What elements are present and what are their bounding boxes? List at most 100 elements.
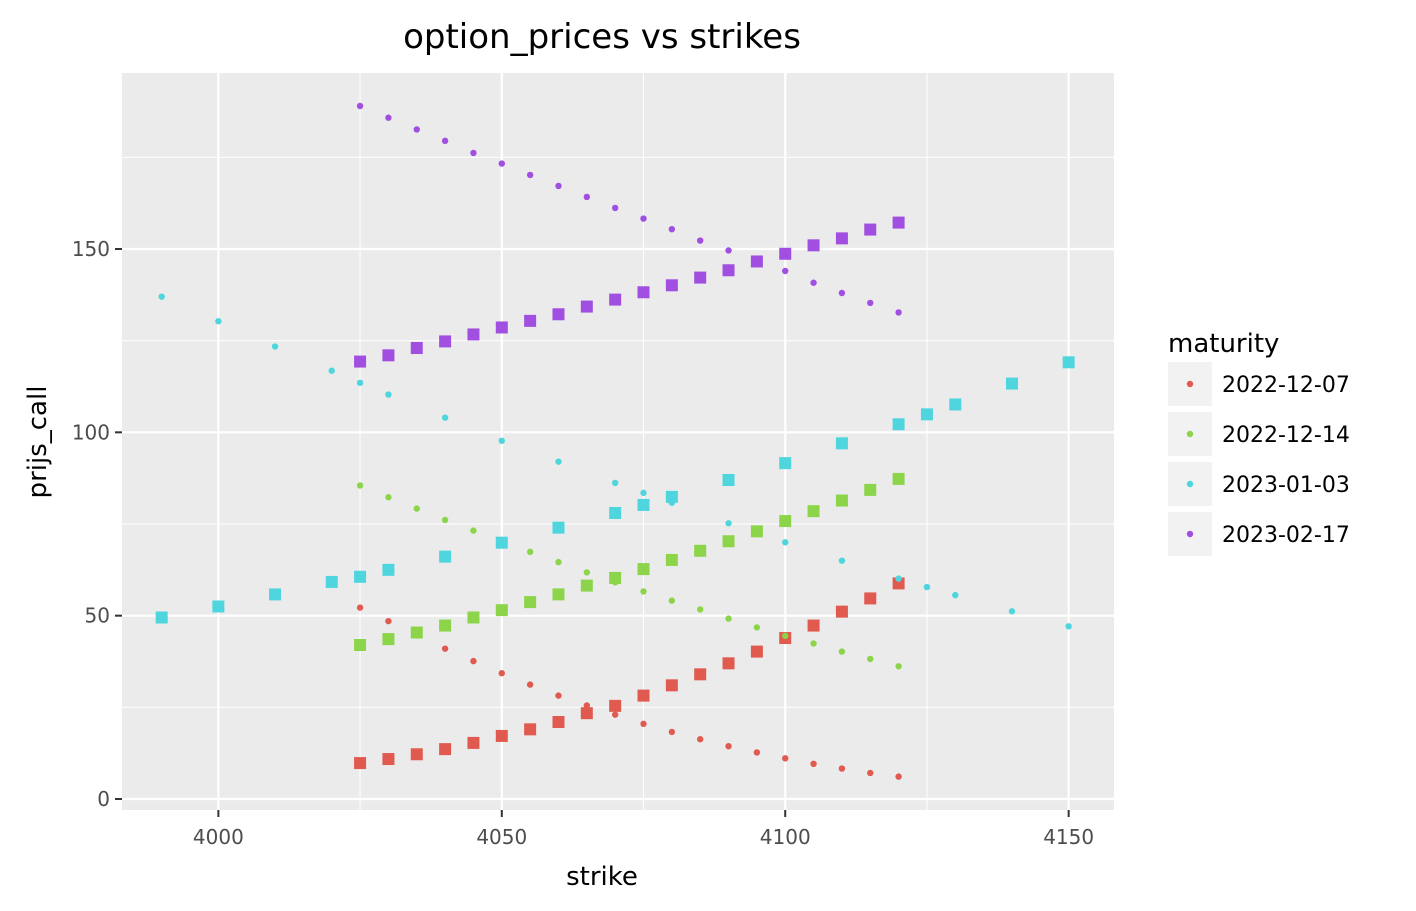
x-axis: 4000 4050 4100 4150 (193, 810, 1094, 849)
circle-point (385, 391, 392, 398)
circle-point (640, 215, 647, 222)
square-point (609, 507, 622, 519)
circle-point (328, 367, 335, 374)
series-2022-12-07-square (354, 577, 905, 770)
square-point (807, 619, 820, 632)
circle-point (696, 736, 704, 743)
circle-point (867, 299, 874, 307)
square-point (552, 521, 565, 534)
x-tick-label: 4050 (476, 825, 527, 849)
square-point (552, 588, 565, 601)
circle-point (782, 755, 789, 762)
circle-point (526, 681, 534, 688)
square-point (722, 474, 735, 486)
square-point (750, 525, 763, 538)
circle-point (753, 749, 761, 756)
square-point (524, 723, 537, 736)
square-point (552, 308, 565, 321)
square-point (410, 748, 423, 761)
square-point (892, 577, 905, 590)
square-point (920, 408, 933, 421)
square-point (439, 619, 452, 632)
square-point (382, 563, 395, 576)
square-point (382, 753, 395, 766)
square-point (835, 494, 848, 507)
legend-item: 2022-12-14 (1168, 412, 1350, 456)
circle-point (838, 289, 846, 297)
y-tick-label: 50 (85, 604, 110, 628)
circle-point (356, 102, 364, 110)
grid-major (122, 73, 1114, 810)
square-point (212, 600, 225, 613)
square-point (864, 592, 877, 605)
square-point (495, 604, 508, 617)
square-point (694, 668, 707, 681)
square-point (750, 645, 763, 658)
square-point (779, 515, 792, 528)
circle-point (526, 548, 534, 556)
circle-point (271, 343, 279, 350)
circle-point (611, 204, 619, 212)
square-point (637, 689, 650, 702)
circle-point (696, 606, 704, 613)
square-point (637, 498, 650, 511)
legend-label: 2023-02-17 (1222, 523, 1350, 548)
square-point (722, 657, 735, 670)
circle-point (356, 379, 364, 387)
circle-point (838, 648, 846, 655)
circle-point (555, 458, 562, 465)
circle-point (413, 505, 420, 512)
circle-point (413, 126, 420, 133)
circle-point (526, 171, 534, 179)
square-point (750, 255, 763, 268)
circle-point (895, 309, 902, 316)
circle-point (470, 527, 477, 534)
circle-point (441, 516, 449, 524)
square-point (382, 349, 395, 362)
square-point (325, 575, 338, 588)
circle-point (725, 743, 732, 750)
square-point (665, 679, 678, 692)
square-point (382, 633, 395, 646)
square-point (665, 279, 678, 292)
circle-point (668, 728, 676, 736)
circle-point (640, 720, 647, 728)
circle-point (1065, 623, 1072, 630)
square-point (439, 743, 452, 756)
x-tick-label: 4000 (193, 825, 244, 849)
circle-point (555, 182, 562, 190)
square-point (354, 355, 367, 368)
plot-panel (122, 73, 1114, 810)
square-point (410, 342, 423, 354)
circle-point (668, 226, 676, 233)
circle-point (838, 557, 846, 564)
square-point (637, 563, 650, 576)
square-point (835, 437, 848, 450)
legend-item: 2023-02-17 (1168, 512, 1350, 556)
y-tick-label: 0 (97, 787, 110, 811)
circle-point (385, 617, 392, 625)
circle-point (952, 591, 959, 599)
circle-point (385, 114, 392, 121)
square-point (835, 232, 848, 245)
circle-point (611, 711, 619, 718)
square-point (807, 239, 820, 252)
circle-point (810, 279, 817, 286)
square-point (609, 699, 622, 712)
circle-point (640, 489, 647, 497)
circle-point (441, 645, 449, 652)
circle-point (923, 583, 931, 591)
grid-minor (122, 73, 1114, 810)
circle-point (668, 597, 676, 604)
legend-marker (1186, 530, 1194, 538)
y-axis: 0 50 100 150 (72, 237, 122, 811)
square-point (524, 314, 537, 327)
circle-point (782, 539, 789, 546)
circle-point (696, 237, 704, 244)
circle-point (838, 765, 846, 772)
circle-point (470, 657, 477, 665)
square-point (892, 472, 905, 485)
circle-point (782, 267, 789, 275)
square-point (524, 596, 537, 609)
